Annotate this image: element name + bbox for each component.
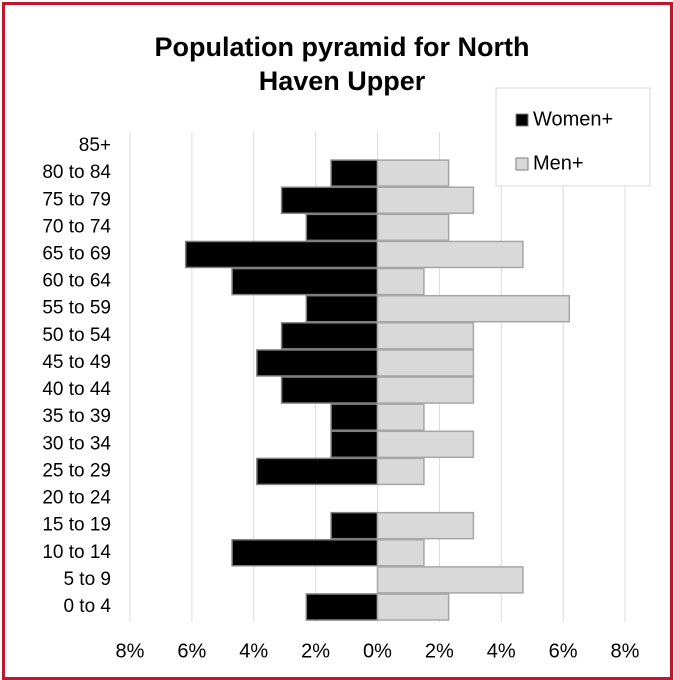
y-tick-label: 20 to 24: [42, 488, 111, 509]
y-tick-label: 0 to 4: [63, 596, 111, 617]
bar: [330, 430, 379, 459]
bar: [376, 294, 571, 323]
y-tick-label: 10 to 14: [42, 542, 111, 563]
bar: [376, 539, 425, 567]
y-tick-label: 40 to 44: [42, 379, 111, 400]
y-tick-label: 75 to 79: [42, 189, 111, 210]
y-tick-label: 5 to 9: [63, 569, 111, 590]
y-tick-label: 45 to 49: [42, 352, 111, 373]
bar: [305, 593, 379, 621]
bar: [330, 403, 379, 431]
bar: [280, 322, 379, 350]
y-tick-label: 30 to 34: [42, 433, 111, 454]
x-tick-label: 4%: [487, 640, 516, 662]
bar: [256, 349, 379, 377]
bar: [376, 267, 425, 296]
bar: [330, 159, 379, 187]
y-tick-label: 80 to 84: [42, 162, 111, 183]
bar: [280, 376, 379, 404]
bar: [376, 322, 475, 350]
legend-label: Women+: [533, 108, 613, 130]
bar: [376, 511, 475, 540]
bar: [376, 403, 425, 431]
y-tick-label: 60 to 64: [42, 271, 111, 292]
bar: [376, 213, 450, 242]
bar: [376, 593, 450, 621]
y-tick-label: 55 to 59: [42, 298, 111, 319]
bar: [376, 186, 475, 214]
bar: [305, 294, 379, 323]
bar: [376, 457, 425, 486]
bar: [231, 267, 379, 296]
y-tick-label: 35 to 39: [42, 406, 111, 427]
bar: [330, 511, 379, 540]
bar: [376, 376, 475, 404]
bar: [376, 240, 524, 269]
bar: [376, 159, 450, 187]
x-tick-label: 4%: [239, 640, 268, 662]
bar: [376, 430, 475, 459]
bar: [305, 213, 379, 242]
x-tick-label: 6%: [177, 640, 206, 662]
legend: Women+ Men+: [495, 87, 651, 187]
y-tick-label: 50 to 54: [42, 325, 111, 346]
chart-title: Population pyramid for North Haven Upper: [154, 32, 530, 96]
legend-swatch: [515, 157, 529, 171]
bar: [280, 186, 379, 214]
y-tick-label: 85+: [79, 135, 111, 156]
bar: [376, 349, 475, 377]
y-tick-label: 15 to 19: [42, 515, 111, 536]
legend-label: Men+: [533, 152, 584, 174]
x-tick-label: 8%: [116, 640, 145, 662]
legend-swatch: [515, 113, 529, 127]
x-tick-label: 2%: [301, 640, 330, 662]
x-tick-label: 8%: [611, 640, 640, 662]
y-tick-label: 70 to 74: [42, 216, 111, 237]
bar: [184, 240, 379, 269]
y-tick-label: 25 to 29: [42, 460, 111, 481]
y-tick-label: 65 to 69: [42, 243, 111, 264]
x-tick-label: 6%: [549, 640, 578, 662]
bar: [376, 566, 524, 594]
bar: [256, 457, 379, 486]
bar: [231, 539, 379, 567]
x-tick-label: 2%: [425, 640, 454, 662]
x-tick-label: 0%: [363, 640, 392, 662]
